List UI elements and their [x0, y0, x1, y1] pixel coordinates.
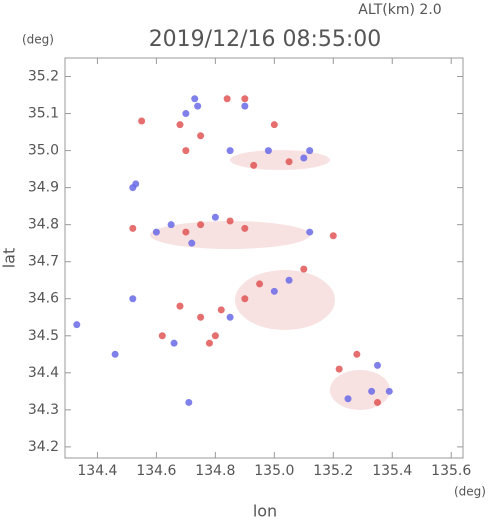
echo-point — [197, 132, 205, 140]
echo-area — [230, 150, 330, 170]
y-tick-label: 34.6 — [28, 291, 59, 307]
echo-point — [194, 102, 202, 110]
echo-point — [285, 276, 293, 284]
x-tick-label: 135.0 — [254, 463, 294, 479]
echo-point — [191, 95, 199, 103]
echo-point — [197, 313, 205, 321]
echo-point — [306, 147, 314, 155]
echo-point — [335, 365, 343, 373]
x-tick-label: 134.6 — [136, 463, 176, 479]
echo-point — [182, 228, 190, 236]
echo-point — [167, 221, 175, 229]
y-tick-label: 35.0 — [28, 143, 59, 159]
echo-point — [270, 287, 278, 295]
echo-point — [264, 147, 272, 155]
echo-point — [170, 339, 178, 347]
x-tick-label: 134.8 — [195, 463, 235, 479]
y-tick-label: 34.5 — [28, 328, 59, 344]
echo-point — [285, 158, 293, 166]
echo-area — [235, 270, 335, 330]
echo-point — [374, 398, 382, 406]
echo-point — [226, 313, 234, 321]
echo-point — [223, 95, 231, 103]
echo-point — [306, 228, 314, 236]
echo-point — [329, 232, 337, 240]
echo-point — [241, 295, 249, 303]
y-axis-label: lat — [0, 248, 19, 269]
echo-point — [256, 280, 264, 288]
echo-point — [300, 265, 308, 273]
x-unit: (deg) — [454, 485, 486, 499]
subtitle: ALT(km) 2.0 — [358, 2, 441, 18]
echo-point — [158, 332, 166, 340]
echo-point — [300, 154, 308, 162]
echo-point — [353, 350, 361, 358]
echo-point — [176, 302, 184, 310]
echo-point — [241, 224, 249, 232]
echo-point — [129, 295, 137, 303]
echo-point — [241, 95, 249, 103]
echo-point — [185, 398, 193, 406]
echo-point — [182, 110, 190, 118]
plot-frame — [64, 57, 464, 459]
y-tick-label: 35.2 — [28, 69, 59, 85]
x-axis-label: lon — [253, 502, 277, 521]
echo-point — [111, 350, 119, 358]
echo-point — [385, 387, 393, 395]
echo-point — [188, 239, 196, 247]
echo-point — [250, 161, 258, 169]
y-tick-label: 34.4 — [28, 365, 59, 381]
echo-point — [374, 361, 382, 369]
x-tick-label: 135.4 — [372, 463, 412, 479]
echo-point — [211, 213, 219, 221]
y-tick-label: 34.2 — [28, 439, 59, 455]
echo-point — [176, 121, 184, 129]
echo-point — [217, 306, 225, 314]
echo-point — [241, 102, 249, 110]
echo-point — [270, 121, 278, 129]
chart-title: 2019/12/16 08:55:00 — [149, 27, 382, 52]
echo-point — [138, 117, 146, 125]
y-tick-label: 34.8 — [28, 217, 59, 233]
y-tick-label: 34.3 — [28, 402, 59, 418]
y-tick-label: 34.9 — [28, 180, 59, 196]
echo-point — [73, 321, 81, 329]
echo-point — [205, 339, 213, 347]
echo-point — [129, 224, 137, 232]
x-tick-label: 134.4 — [77, 463, 117, 479]
y-tick-label: 35.1 — [28, 106, 59, 122]
echo-point — [211, 332, 219, 340]
echo-point — [226, 217, 234, 225]
echo-point — [344, 395, 352, 403]
echo-point — [132, 180, 140, 188]
x-tick-label: 135.2 — [313, 463, 353, 479]
echo-area — [330, 370, 390, 410]
echo-areas — [150, 150, 390, 410]
x-tick-label: 135.6 — [431, 463, 471, 479]
echo-point — [152, 228, 160, 236]
echo-point — [197, 221, 205, 229]
echo-point — [182, 147, 190, 155]
echo-point — [226, 147, 234, 155]
echo-point — [368, 387, 376, 395]
y-tick-label: 34.7 — [28, 254, 59, 270]
y-unit: (deg) — [22, 33, 54, 47]
